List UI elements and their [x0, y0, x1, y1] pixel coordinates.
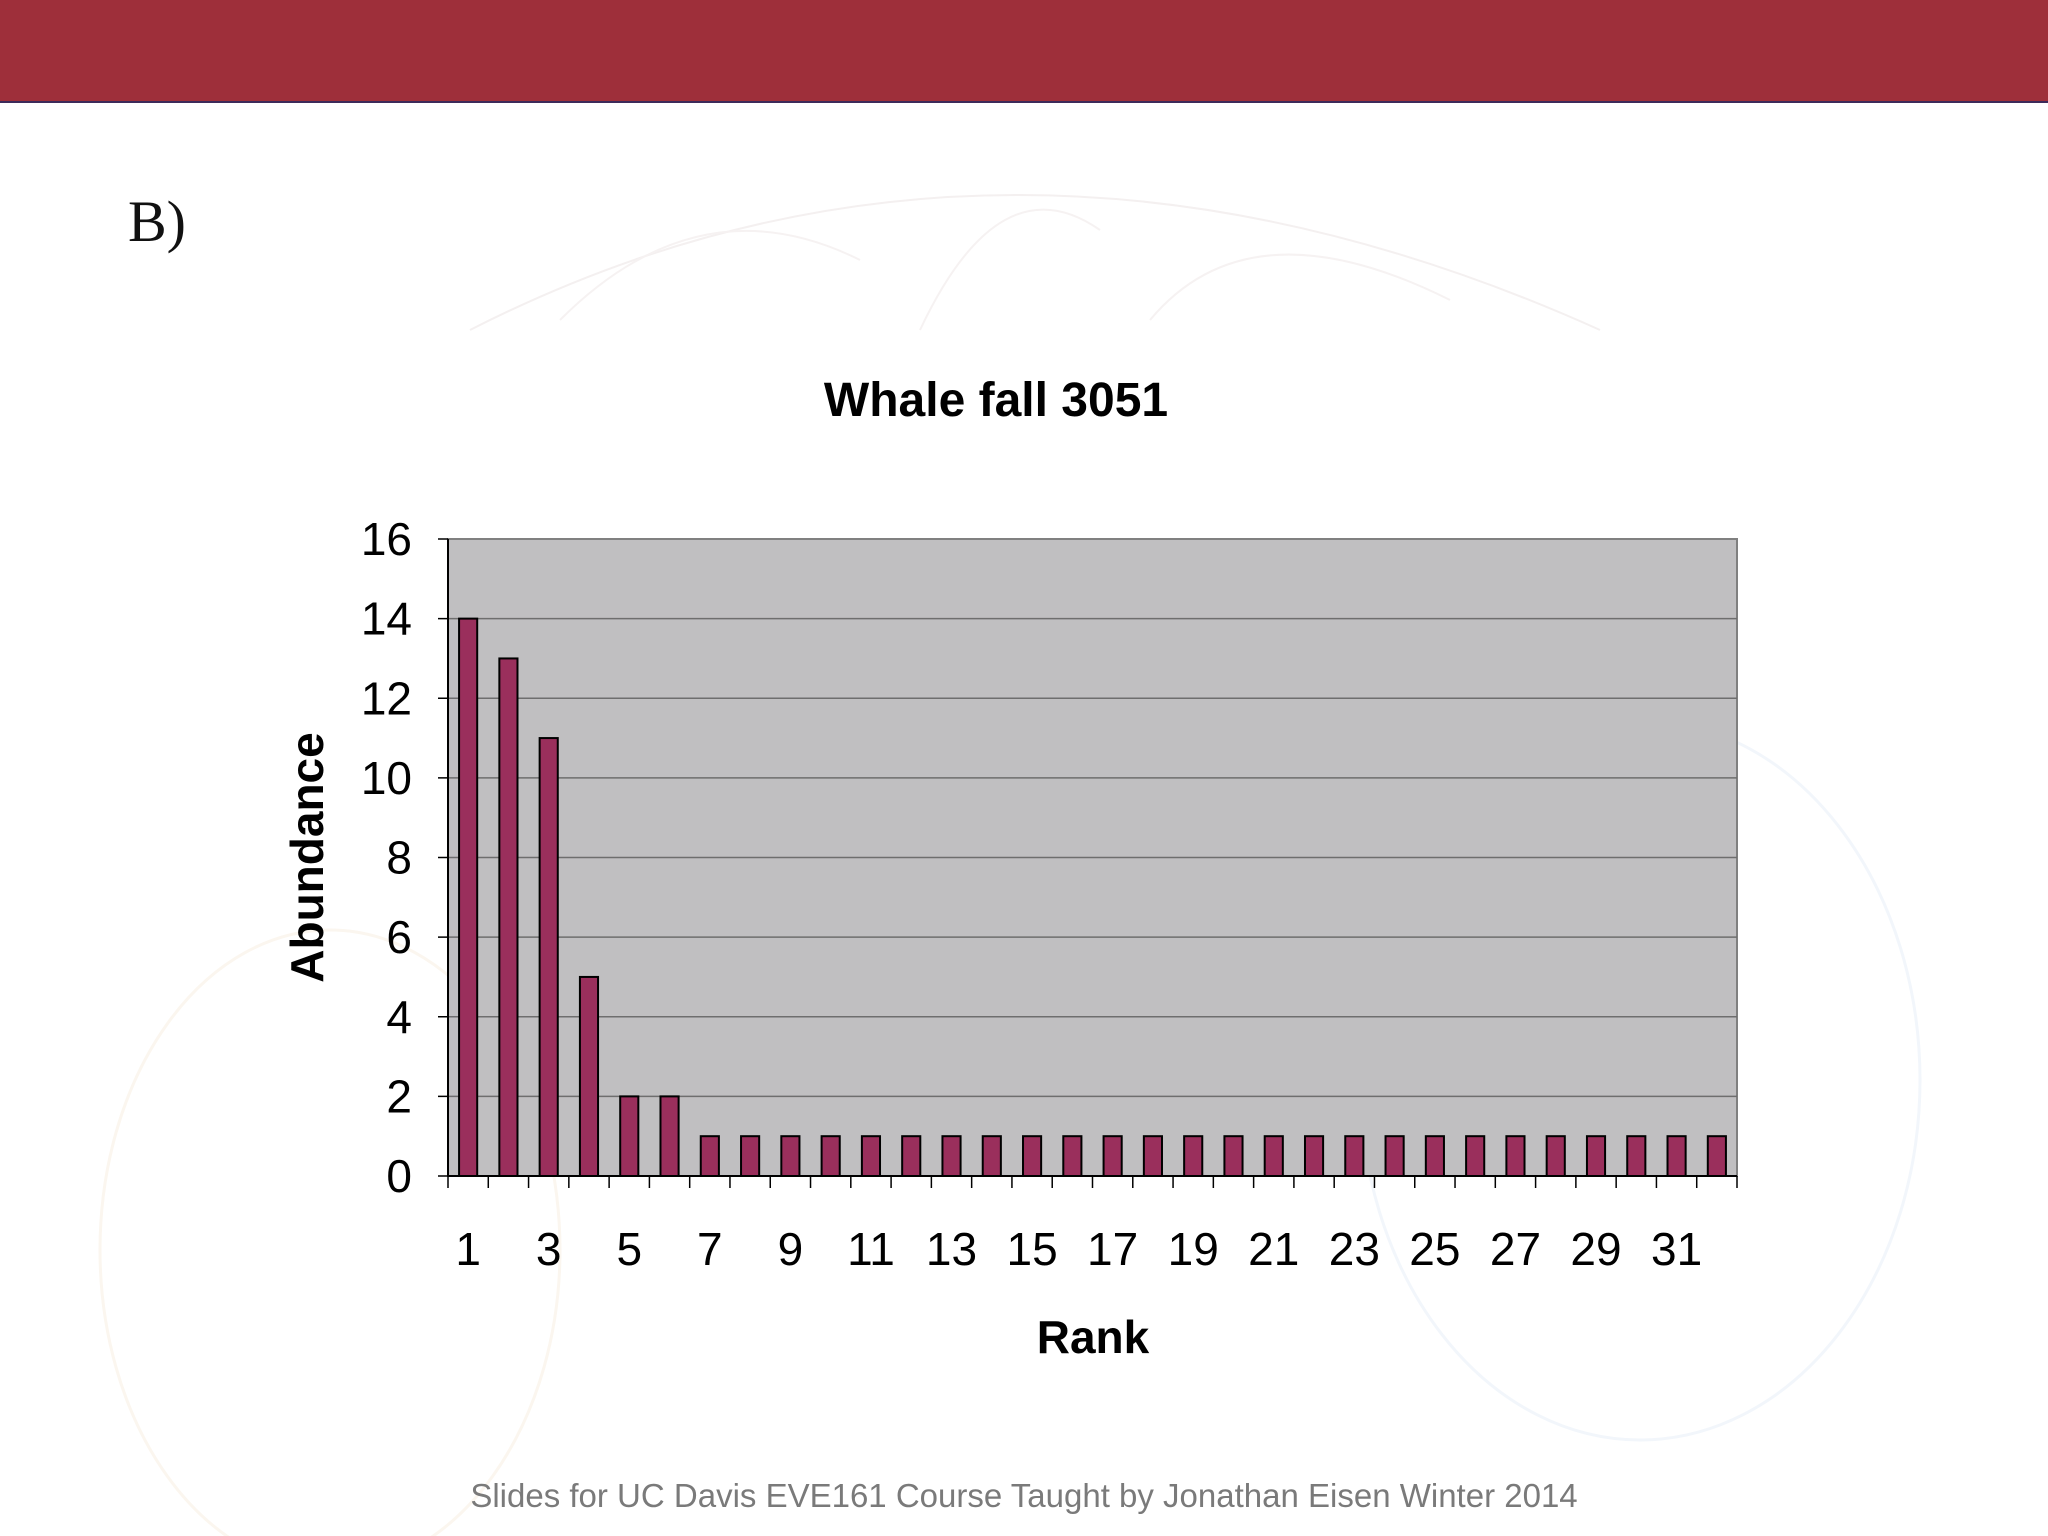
y-tick-label: 4	[386, 991, 412, 1043]
bar-rank-13	[941, 1135, 962, 1177]
y-tick-label: 8	[386, 832, 412, 884]
bar-rank-32	[1706, 1135, 1727, 1177]
bar-rank-15	[1022, 1135, 1043, 1177]
bar-rank-1	[458, 617, 479, 1177]
bar-rank-26	[1465, 1135, 1486, 1177]
bar-rank-17	[1102, 1135, 1123, 1177]
bar-rank-18	[1142, 1135, 1163, 1177]
x-tick-label: 13	[926, 1223, 977, 1275]
x-tick-label: 25	[1409, 1223, 1460, 1275]
x-tick-label: 23	[1329, 1223, 1380, 1275]
bar-rank-11	[860, 1135, 882, 1177]
x-tick-label: 11	[847, 1223, 895, 1275]
slide-header-bar	[0, 0, 2048, 103]
bar-rank-9	[780, 1135, 801, 1177]
y-tick-label: 6	[386, 911, 412, 963]
x-tick-label: 19	[1168, 1223, 1219, 1275]
bar-rank-21	[1263, 1135, 1284, 1177]
y-tick-label: 12	[361, 672, 412, 724]
x-tick-label: 1	[455, 1223, 481, 1275]
x-tick-label: 3	[536, 1223, 562, 1275]
bar-rank-27	[1505, 1135, 1526, 1177]
x-tick-label: 31	[1651, 1223, 1702, 1275]
x-tick-label: 15	[1006, 1223, 1057, 1275]
bar-rank-2	[498, 657, 519, 1177]
bar-rank-16	[1062, 1135, 1083, 1177]
panel-label: B)	[128, 189, 186, 254]
gridlines	[448, 617, 1737, 1098]
y-tick-label: 16	[361, 513, 412, 565]
y-tick-label: 0	[386, 1150, 412, 1202]
axes	[438, 538, 1738, 1188]
bar-rank-5	[619, 1095, 640, 1177]
bars	[458, 617, 1727, 1177]
bar-rank-30	[1626, 1135, 1647, 1177]
x-tick-labels: 1 3 5 7 9 11 13 15 17 19 21 23 25 27 29 31	[455, 1223, 1702, 1275]
x-tick-label: 27	[1490, 1223, 1541, 1275]
x-tick-label: 9	[778, 1223, 804, 1275]
x-tick-label: 29	[1570, 1223, 1621, 1275]
bar-rank-24	[1384, 1135, 1405, 1177]
chart-title: Whale fall 3051	[824, 374, 1168, 427]
y-tick-label: 14	[361, 593, 412, 645]
slide-footer: Slides for UC Davis EVE161 Course Taught…	[470, 1477, 1578, 1514]
bar-rank-8	[740, 1135, 761, 1177]
bar-rank-28	[1545, 1135, 1566, 1177]
bar-rank-20	[1223, 1135, 1244, 1177]
bar-rank-19	[1183, 1135, 1204, 1177]
bar-rank-6	[659, 1095, 680, 1177]
y-tick-labels: 0 2 4 6 8 10 12 14 16	[361, 513, 412, 1202]
y-axis-label: Abundance	[281, 732, 333, 982]
x-axis-label: Rank	[1037, 1311, 1150, 1363]
bar-rank-7	[699, 1135, 720, 1177]
bar-rank-10	[820, 1135, 841, 1177]
y-tick-label: 10	[361, 752, 412, 804]
x-tick-label: 21	[1248, 1223, 1299, 1275]
bar-rank-14	[981, 1135, 1002, 1177]
bar-rank-31	[1666, 1135, 1687, 1177]
x-tick-label: 17	[1087, 1223, 1138, 1275]
bar-rank-4	[578, 975, 600, 1177]
bar-rank-3	[538, 737, 559, 1177]
x-tick-label: 7	[697, 1223, 723, 1275]
bar-rank-29	[1585, 1135, 1607, 1177]
y-tick-label: 2	[386, 1070, 412, 1122]
bar-rank-22	[1303, 1135, 1325, 1177]
bar-rank-12	[901, 1135, 922, 1177]
x-tick-label: 5	[616, 1223, 642, 1275]
bar-rank-23	[1344, 1135, 1365, 1177]
bar-rank-25	[1424, 1135, 1445, 1177]
